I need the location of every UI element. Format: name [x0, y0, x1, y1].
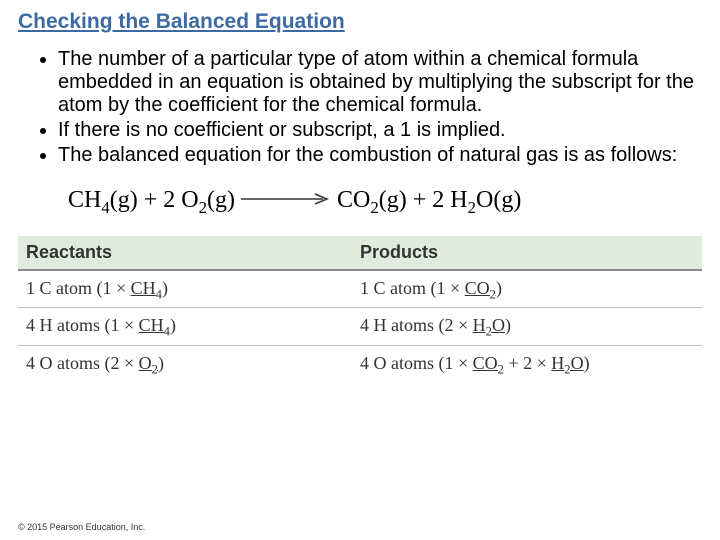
cell-reactant: 4 H atoms (1 × CH4)	[26, 315, 360, 340]
eq-sub: 4	[101, 198, 109, 217]
bullet-item: The balanced equation for the combustion…	[58, 144, 702, 167]
cell-close: )	[496, 278, 502, 298]
table-header-reactants: Reactants	[26, 242, 360, 263]
table-row: 4 H atoms (1 × CH4) 4 H atoms (2 × H2O)	[18, 308, 702, 346]
f: H	[473, 315, 486, 335]
cell-close: )	[162, 278, 168, 298]
eq-coef2: 2 O	[163, 187, 198, 213]
eq-plus: +	[138, 187, 164, 213]
cell-formula: H2O	[551, 353, 583, 373]
f: CO	[473, 353, 498, 373]
table-header-products: Products	[360, 242, 694, 263]
cell-close: )	[158, 353, 164, 373]
eq-sub: 2	[370, 198, 378, 217]
bullet-item: The number of a particular type of atom …	[58, 48, 702, 117]
chemical-equation: CH4(g) + 2 O2(g) CO2(g) + 2 H2O(g)	[68, 187, 702, 218]
table-row: 1 C atom (1 × CH4) 1 C atom (1 × CO2)	[18, 271, 702, 309]
cell-text: 4 O atoms (2 ×	[26, 353, 139, 373]
slide-title: Checking the Balanced Equation	[18, 10, 702, 34]
cell-formula: CH4	[131, 278, 162, 298]
f: CH	[131, 278, 156, 298]
cell-reactant: 1 C atom (1 × CH4)	[26, 278, 360, 303]
eq-state: (g)	[493, 187, 521, 213]
cell-text: 4 H atoms (2 ×	[360, 315, 473, 335]
eq-sub: 2	[199, 198, 207, 217]
eq-rhs1: CO	[337, 187, 370, 213]
cell-product: 4 O atoms (1 × CO2 + 2 × H2O)	[360, 353, 694, 378]
cell-mid: + 2 ×	[504, 353, 551, 373]
cell-close: )	[505, 315, 511, 335]
cell-formula: CH4	[139, 315, 170, 335]
reaction-arrow-icon	[241, 193, 331, 205]
cell-product: 1 C atom (1 × CO2)	[360, 278, 694, 303]
eq-coef3: 2 H	[432, 187, 467, 213]
cell-close: )	[170, 315, 176, 335]
copyright-text: © 2015 Pearson Education, Inc.	[18, 522, 145, 532]
cell-formula: CO2	[473, 353, 504, 373]
eq-plus: +	[407, 187, 433, 213]
cell-text: 4 O atoms (1 ×	[360, 353, 473, 373]
atom-count-table: Reactants Products 1 C atom (1 × CH4) 1 …	[18, 236, 702, 383]
table-header-row: Reactants Products	[18, 236, 702, 271]
cell-formula: CO2	[465, 278, 496, 298]
f: O	[139, 353, 152, 373]
f: H	[551, 353, 564, 373]
cell-text: 4 H atoms (1 ×	[26, 315, 139, 335]
cell-text: 1 C atom (1 ×	[26, 278, 131, 298]
eq-sub: 2	[468, 198, 476, 217]
cell-product: 4 H atoms (2 × H2O)	[360, 315, 694, 340]
eq-state: (g)	[379, 187, 407, 213]
e: O	[571, 353, 584, 373]
cell-reactant: 4 O atoms (2 × O2)	[26, 353, 360, 378]
e: O	[492, 315, 505, 335]
f: CO	[465, 278, 490, 298]
eq-lhs1: CH	[68, 187, 101, 213]
eq-state: (g)	[110, 187, 138, 213]
eq-rhs2b: O	[476, 187, 493, 213]
eq-state: (g)	[207, 187, 235, 213]
cell-formula: H2O	[473, 315, 505, 335]
cell-formula: O2	[139, 353, 158, 373]
f: CH	[139, 315, 164, 335]
table-row: 4 O atoms (2 × O2) 4 O atoms (1 × CO2 + …	[18, 346, 702, 383]
cell-close: )	[584, 353, 590, 373]
bullet-item: If there is no coefficient or subscript,…	[58, 119, 702, 142]
bullet-list: The number of a particular type of atom …	[18, 48, 702, 167]
cell-text: 1 C atom (1 ×	[360, 278, 465, 298]
